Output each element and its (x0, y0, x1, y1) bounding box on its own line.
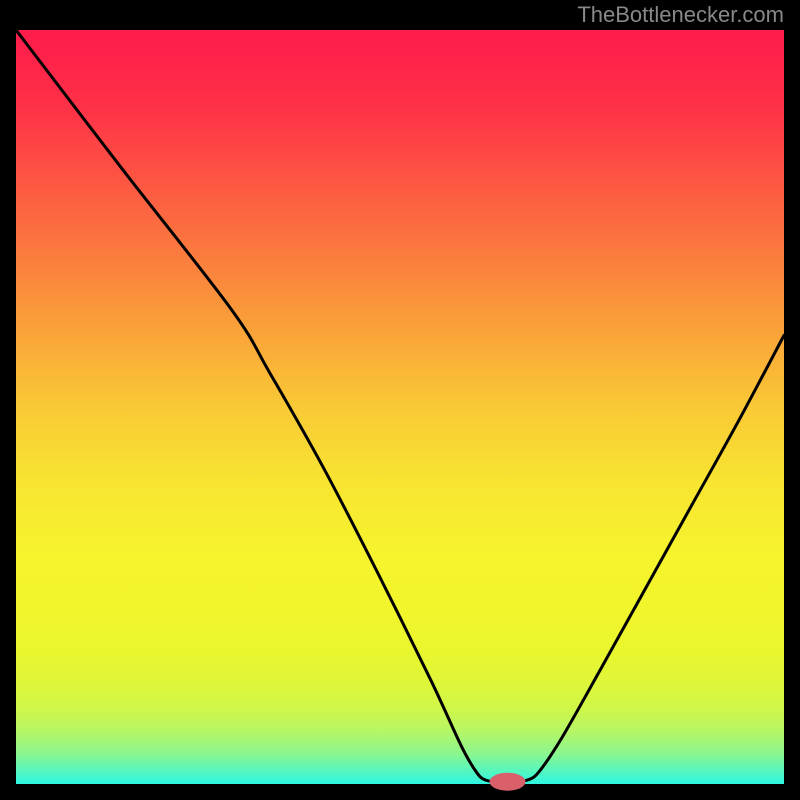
plot-background (16, 30, 784, 784)
optimal-marker (490, 773, 526, 791)
bottleneck-chart: TheBottlenecker.com (0, 0, 800, 800)
watermark-text: TheBottlenecker.com (577, 2, 784, 27)
chart-container: TheBottlenecker.com (0, 0, 800, 800)
